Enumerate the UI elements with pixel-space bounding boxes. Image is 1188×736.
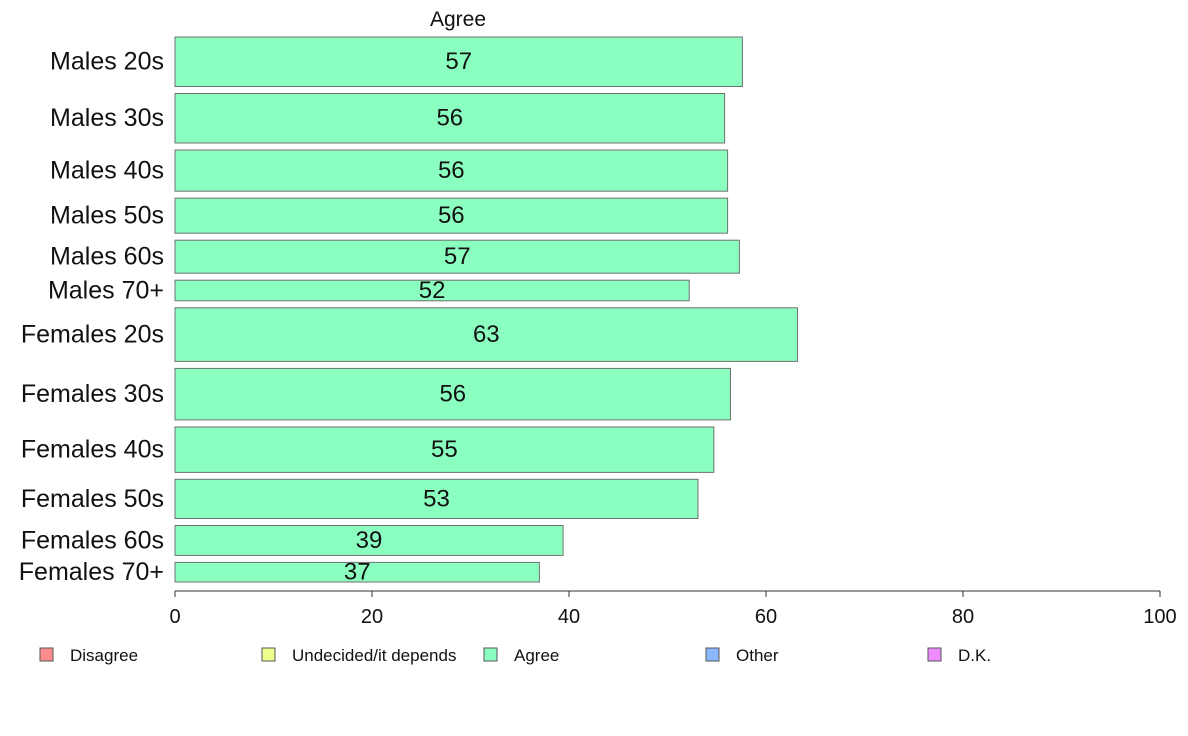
legend-swatch [261,647,276,662]
data-label: 56 [438,202,465,229]
legend: Disagree Undecided/it depends Agree Other D.… [39,646,991,665]
legend-swatch [39,647,54,662]
category-label: Females 30s [21,380,164,408]
x-tick-label: 40 [558,606,580,628]
data-label: 57 [445,48,472,75]
x-tick-label: 60 [755,606,777,628]
legend-item: Undecided/it depends [261,646,456,665]
x-axis: 0 20 40 60 80 100 [169,590,1177,628]
legend-label: Other [736,646,779,665]
bar [174,93,726,144]
legend-label: Agree [514,646,559,665]
legend-item: Disagree [39,646,138,665]
category-label: Males 20s [50,48,164,76]
legend-label: D.K. [958,646,991,665]
data-label: 55 [431,436,458,463]
bar [174,197,729,234]
category-label: Females 70+ [19,558,164,586]
data-label: 63 [473,321,500,348]
data-label: 57 [444,243,471,270]
category-label: Males 60s [50,243,164,271]
legend-swatch [927,647,942,662]
category-label: Males 50s [50,202,164,230]
legend-label: Disagree [70,646,138,665]
x-tick-label: 20 [361,606,383,628]
data-label: 56 [436,105,463,132]
category-label: Females 50s [21,485,164,513]
legend-item: Agree [483,646,559,665]
legend-swatch [705,647,720,662]
x-tick-label: 0 [169,606,180,628]
bars-group: Males 20s 57 Males 30s 56 Males 40s 56 Males 5… [19,36,798,586]
bar [174,367,731,421]
data-label: 37 [344,559,371,586]
bar [174,239,740,274]
bar [174,426,715,473]
bar [174,149,729,192]
category-label: Females 40s [21,436,164,464]
bar [174,525,564,556]
x-tick-label: 80 [952,606,974,628]
bar [174,478,699,519]
category-label: Males 70+ [48,277,164,305]
x-tick-label: 100 [1143,606,1176,628]
category-label: Males 30s [50,104,164,132]
data-label: 52 [419,277,446,304]
bar [174,561,540,583]
data-label: 53 [423,485,450,512]
category-label: Females 20s [21,321,164,349]
category-label: Males 40s [50,157,164,185]
legend-swatch [483,647,498,662]
data-label: 39 [356,527,383,554]
bar [174,307,798,362]
chart-title: Agree [430,8,486,31]
data-label: 56 [438,157,465,184]
legend-item: D.K. [927,646,991,665]
data-label: 56 [439,381,466,408]
legend-label: Undecided/it depends [292,646,456,665]
bar [174,36,743,87]
legend-item: Other [705,646,779,665]
category-label: Females 60s [21,527,164,555]
bar [174,279,690,302]
